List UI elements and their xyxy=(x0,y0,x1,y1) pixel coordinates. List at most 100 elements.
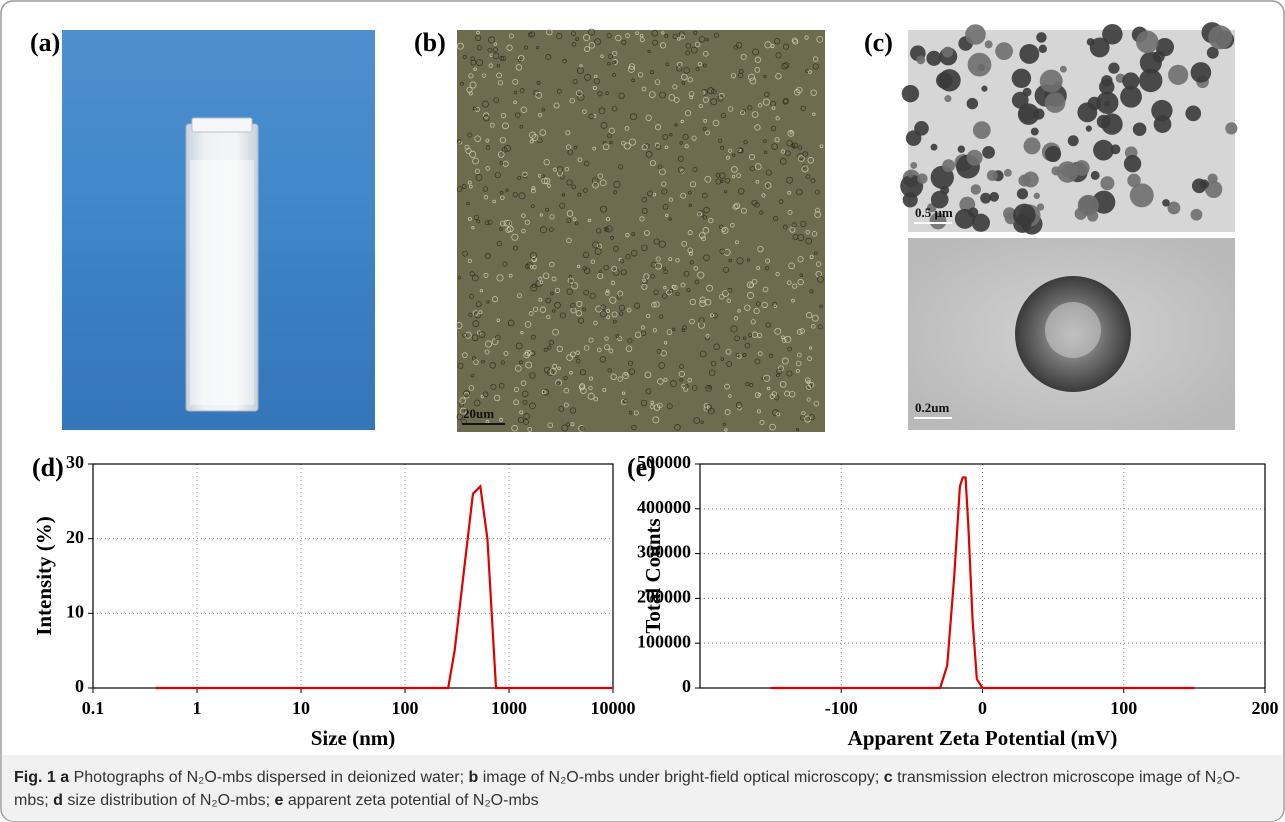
particle xyxy=(968,53,992,77)
particle xyxy=(1108,62,1119,73)
x-tick-label: 100 xyxy=(392,698,419,718)
particle xyxy=(1208,25,1232,49)
particle xyxy=(1045,146,1061,162)
particle xyxy=(958,145,965,152)
x-axis-label: Apparent Zeta Potential (mV) xyxy=(848,726,1118,750)
particle xyxy=(1100,176,1114,190)
caption-text: apparent zeta potential of N₂O-mbs xyxy=(288,792,539,809)
particle xyxy=(1093,140,1114,161)
particle xyxy=(1039,45,1047,53)
particle xyxy=(938,69,960,91)
panel-label: (c) xyxy=(864,28,893,57)
figure: (a) (b) (c) (d) (e) 20um 0.5 μm 0.2um 01… xyxy=(0,0,1285,822)
x-tick-label: 0 xyxy=(978,698,987,718)
y-tick-label: 0 xyxy=(75,676,84,696)
particle xyxy=(1019,44,1039,64)
y-tick-label: 500000 xyxy=(637,452,691,472)
particle xyxy=(1040,70,1063,93)
caption-text: image of N₂O-mbs under bright-field opti… xyxy=(483,769,880,786)
particle xyxy=(910,162,917,169)
caption: Fig. 1 a Photographs of N₂O-mbs disperse… xyxy=(14,766,1264,812)
particle xyxy=(1162,199,1170,207)
x-tick-label: 1000 xyxy=(491,698,527,718)
particle xyxy=(1191,209,1203,221)
particle xyxy=(1045,92,1066,113)
particle xyxy=(989,192,999,202)
photo-c-top xyxy=(900,22,1237,235)
particle xyxy=(1191,62,1212,83)
scale-bar-label: 0.5 μm xyxy=(915,205,953,220)
particle xyxy=(917,173,928,184)
particle xyxy=(1034,193,1040,199)
particle xyxy=(1018,174,1030,186)
particle xyxy=(971,184,981,194)
particle xyxy=(1136,31,1159,54)
particle xyxy=(944,95,951,102)
x-tick-label: 0.1 xyxy=(82,698,105,718)
caption-text: size distribution of N₂O-mbs; xyxy=(67,792,270,809)
particle xyxy=(1151,100,1172,121)
particle xyxy=(967,98,978,109)
particle xyxy=(907,171,914,178)
particle xyxy=(982,146,995,159)
particle xyxy=(916,55,925,64)
caption-key: a xyxy=(60,769,69,786)
particle xyxy=(931,144,938,151)
particle xyxy=(1200,180,1209,189)
particle xyxy=(906,130,922,146)
particle xyxy=(1127,174,1141,188)
particle xyxy=(1086,125,1092,131)
y-tick-label: 10 xyxy=(66,601,84,621)
particle xyxy=(1060,66,1067,73)
particle xyxy=(1037,203,1044,210)
caption-key: Fig. 1 xyxy=(14,769,56,786)
particle xyxy=(1068,135,1079,146)
x-tick-label: 1 xyxy=(193,698,202,718)
particle xyxy=(1102,24,1123,45)
particle xyxy=(926,51,941,66)
particle xyxy=(1185,106,1201,122)
particle xyxy=(987,170,998,181)
particle xyxy=(1023,137,1040,154)
particle xyxy=(1139,69,1162,92)
particle xyxy=(1099,79,1114,94)
particle xyxy=(1225,122,1237,134)
particle xyxy=(1153,51,1165,63)
particle xyxy=(965,24,986,45)
particle xyxy=(1033,108,1044,119)
particle xyxy=(1012,69,1031,88)
particle xyxy=(1087,210,1098,221)
y-tick-label: 30 xyxy=(66,452,84,472)
panel-label: (b) xyxy=(414,28,446,57)
x-tick-label: 10000 xyxy=(591,698,636,718)
particle xyxy=(1104,101,1110,107)
particle xyxy=(967,150,983,166)
particle xyxy=(942,47,953,58)
scale-bar-label: 20um xyxy=(463,406,494,421)
x-tick-label: 10 xyxy=(292,698,310,718)
x-tick-label: 200 xyxy=(1252,698,1279,718)
particle xyxy=(980,193,991,204)
figure-canvas: (a) (b) (c) (d) (e) 20um 0.5 μm 0.2um 01… xyxy=(0,0,1285,822)
panel-label: (d) xyxy=(32,453,64,482)
caption-key: e xyxy=(275,792,284,809)
y-tick-label: 400000 xyxy=(637,497,691,517)
caption-text: Photographs of N₂O-mbs dispersed in deio… xyxy=(74,769,464,786)
particle xyxy=(1013,204,1036,227)
particle xyxy=(1088,97,1101,110)
x-tick-label: -100 xyxy=(825,698,858,718)
y-axis-label: Intensity (%) xyxy=(32,516,56,636)
x-axis-label: Size (nm) xyxy=(311,726,396,750)
particle xyxy=(1133,122,1147,136)
particle xyxy=(985,40,993,48)
particle xyxy=(981,86,987,92)
particle xyxy=(973,121,991,139)
particle xyxy=(995,42,1013,60)
panel-label: (a) xyxy=(30,28,60,57)
particle xyxy=(1091,171,1100,180)
photo-c-bottom xyxy=(908,238,1235,430)
particle xyxy=(1075,207,1087,219)
caption-key: b xyxy=(468,769,478,786)
particle xyxy=(1122,72,1139,89)
particle xyxy=(902,85,919,102)
